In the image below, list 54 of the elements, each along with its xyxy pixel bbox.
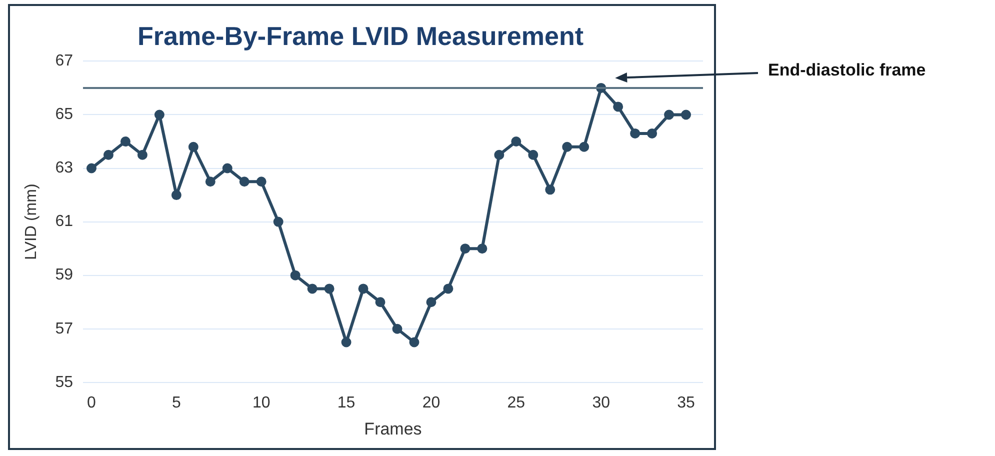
- point: [647, 128, 658, 138]
- point: [256, 176, 266, 187]
- x-tick-label: 20: [422, 394, 440, 412]
- point: [120, 136, 130, 146]
- point: [664, 110, 674, 120]
- point: [528, 150, 538, 160]
- point: [511, 136, 522, 146]
- x-tick-label: 25: [507, 394, 526, 412]
- y-tick-label: 65: [55, 106, 74, 124]
- point: [477, 244, 488, 254]
- x-tick-label: 10: [252, 394, 270, 412]
- point: [681, 110, 692, 120]
- point: [409, 337, 420, 348]
- x-tick-label: 5: [172, 394, 181, 412]
- y-tick-label: 61: [55, 213, 74, 230]
- point: [154, 110, 164, 120]
- x-tick-label: 0: [87, 394, 96, 412]
- x-axis-title: Frames: [364, 419, 422, 438]
- point: [86, 163, 96, 174]
- point: [171, 190, 182, 200]
- point: [273, 216, 284, 227]
- y-tick-label: 67: [55, 52, 74, 70]
- point: [358, 284, 368, 294]
- point: [324, 284, 334, 294]
- point: [239, 176, 250, 187]
- x-tick-label: 15: [337, 394, 356, 412]
- y-tick-label: 57: [55, 320, 74, 338]
- text: End-diastolic frame: [768, 60, 926, 80]
- point: [137, 150, 148, 160]
- chart-title: Frame-By-Frame LVID Measurement: [138, 20, 584, 51]
- point: [579, 142, 590, 152]
- x-tick-label: 35: [677, 394, 696, 412]
- point: [443, 284, 454, 294]
- point: [426, 297, 436, 308]
- y-tick-label: 63: [55, 160, 74, 177]
- point: [630, 128, 640, 138]
- point: [460, 244, 470, 254]
- y-axis-title: LVID (mm): [23, 184, 40, 260]
- point: [562, 142, 572, 152]
- point: [188, 142, 198, 152]
- point: [375, 297, 386, 308]
- point: [307, 284, 318, 294]
- x-tick-label: 30: [592, 394, 610, 412]
- point: [222, 163, 232, 174]
- y-tick-label: 55: [55, 374, 74, 391]
- point: [290, 270, 300, 280]
- point: [494, 150, 504, 160]
- y-tick-label: 59: [55, 266, 74, 284]
- point: [103, 150, 114, 160]
- point: [341, 337, 352, 348]
- point: [205, 176, 216, 187]
- point: [545, 184, 556, 195]
- point: [392, 324, 402, 334]
- point: [613, 102, 624, 112]
